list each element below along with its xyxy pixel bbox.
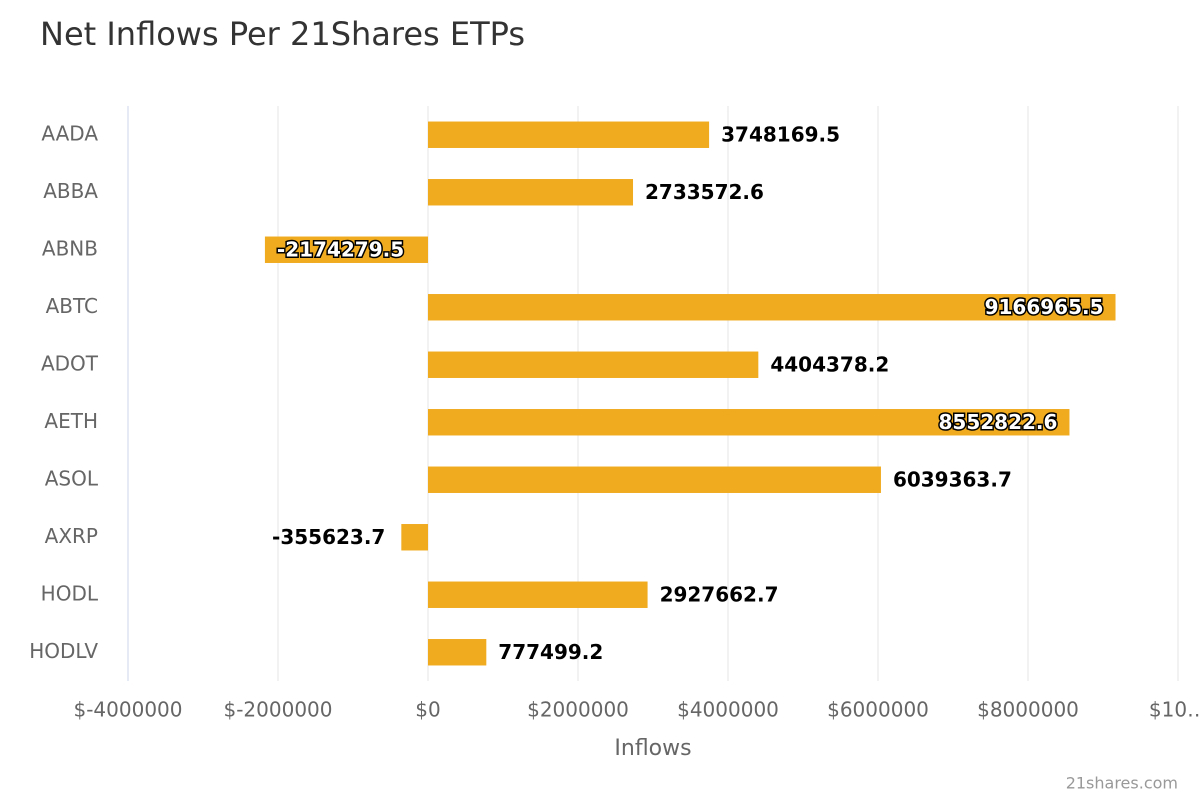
bar	[428, 409, 1070, 436]
bar	[264, 236, 428, 263]
y-tick-label: ABBA	[43, 179, 98, 203]
y-tick-label: AADA	[41, 121, 98, 145]
x-tick-label: $6000000	[827, 698, 929, 722]
y-tick-label: AXRP	[45, 524, 98, 548]
chart-title: Net Inflows Per 21Shares ETPs	[40, 15, 525, 53]
x-tick-label: $4000000	[677, 698, 779, 722]
credit: 21shares.com	[1066, 774, 1178, 793]
y-tick-label: HODLV	[29, 639, 98, 663]
bar	[428, 121, 710, 148]
y-tick-label: ABTC	[46, 294, 98, 318]
bar	[401, 524, 428, 551]
data-label: 6039363.7	[893, 467, 1012, 491]
data-label: -355623.7	[272, 525, 385, 549]
x-tick-label: $8000000	[977, 698, 1079, 722]
y-tick-label: HODL	[41, 581, 99, 605]
x-tick-label: $0	[415, 698, 440, 722]
y-tick-label: ABNB	[42, 236, 98, 260]
data-label: 777499.2	[498, 640, 603, 664]
bar	[428, 639, 487, 666]
data-label: 8552822.6	[939, 410, 1058, 434]
data-label: 2733572.6	[645, 180, 764, 204]
data-label: 9166965.5	[985, 295, 1104, 319]
data-label: 2927662.7	[660, 582, 779, 606]
bar	[428, 179, 634, 206]
bar	[428, 466, 881, 493]
y-tick-label: AETH	[44, 409, 98, 433]
data-label: 3748169.5	[721, 122, 840, 146]
x-tick-label: $2000000	[527, 698, 629, 722]
data-label: 4404378.2	[770, 352, 889, 376]
bar	[428, 351, 759, 378]
x-axis-title: Inflows	[614, 736, 691, 761]
x-tick-label: $10…	[1149, 698, 1200, 722]
y-tick-label: ASOL	[45, 466, 99, 490]
y-tick-label: ADOT	[41, 351, 99, 375]
data-label: -2174279.5	[277, 237, 404, 261]
x-tick-label: $-2000000	[223, 698, 332, 722]
x-tick-label: $-4000000	[73, 698, 182, 722]
bar	[428, 294, 1116, 321]
bar	[428, 581, 648, 608]
